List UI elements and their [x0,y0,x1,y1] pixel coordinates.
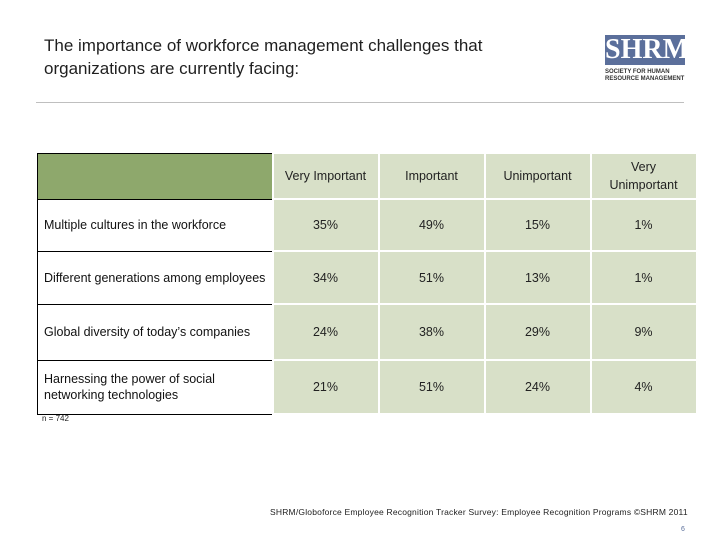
table-cell: 1% [589,198,698,252]
table-row: Harnessing the power of social networkin… [37,359,698,415]
page-number: 6 [681,526,685,533]
logo-subtitle-line-1: SOCIETY FOR HUMAN [605,69,670,75]
table-cell: 24% [271,303,380,361]
row-label: Multiple cultures in the workforce [37,198,273,252]
table-cell: 34% [271,250,380,305]
title-line-2: organizations are currently facing: [44,59,300,78]
column-header: Unimportant [483,152,592,200]
column-header: Very Important [271,152,380,200]
table-cell: 29% [483,303,592,361]
survey-table: Very Important Important Unimportant Ver… [37,152,698,415]
table-row: Global diversity of today’s companies 24… [37,303,698,361]
logo-mark: SHRM [605,34,689,65]
sample-size-note: n = 742 [42,414,69,423]
logo-subtitle: SOCIETY FOR HUMAN RESOURCE MANAGEMENT [605,69,687,83]
table-corner-cell [37,152,273,200]
table-cell: 35% [271,198,380,252]
title-divider [36,102,684,103]
table-cell: 49% [377,198,486,252]
table-cell: 4% [589,359,698,415]
logo-subtitle-line-2: RESOURCE MANAGEMENT [605,76,685,82]
table-row: Multiple cultures in the workforce 35% 4… [37,198,698,252]
shrm-logo: SHRM SOCIETY FOR HUMAN RESOURCE MANAGEME… [605,34,689,87]
table-cell: 51% [377,250,486,305]
table-cell: 1% [589,250,698,305]
table-row: Different generations among employees 34… [37,250,698,305]
table-cell: 15% [483,198,592,252]
table-cell: 13% [483,250,592,305]
table-cell: 51% [377,359,486,415]
column-header: Very Unimportant [589,152,698,200]
table-cell: 21% [271,359,380,415]
column-header: Important [377,152,486,200]
title-line-1: The importance of workforce management c… [44,36,483,55]
table-cell: 9% [589,303,698,361]
page-title: The importance of workforce management c… [44,34,584,80]
row-label: Global diversity of today’s companies [37,303,273,361]
table-cell: 38% [377,303,486,361]
table-header-row: Very Important Important Unimportant Ver… [37,152,698,200]
row-label: Harnessing the power of social networkin… [37,359,273,415]
source-footer: SHRM/Globoforce Employee Recognition Tra… [270,507,688,517]
row-label: Different generations among employees [37,250,273,305]
table-cell: 24% [483,359,592,415]
